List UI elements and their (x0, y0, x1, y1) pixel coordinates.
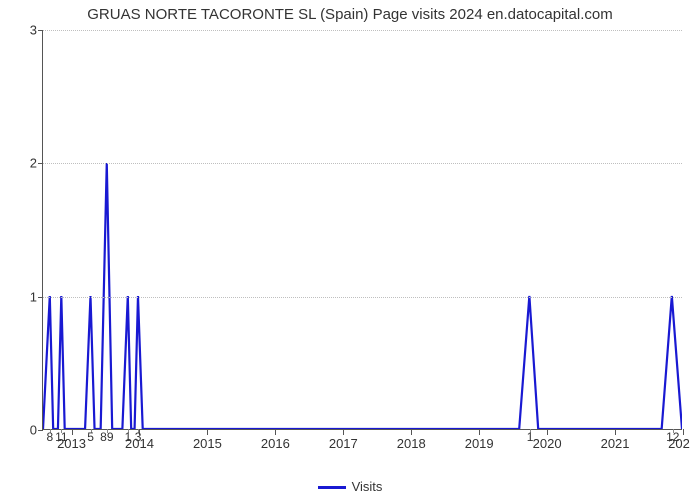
y-tick-mark (38, 163, 43, 164)
y-tick-label: 2 (17, 156, 37, 171)
x-tick-label: 2016 (261, 436, 290, 451)
x-tick-label: 2019 (465, 436, 494, 451)
x-tick-mark (411, 429, 412, 435)
x-tick-label: 2015 (193, 436, 222, 451)
chart-container: { "chart": { "type": "line", "title": "G… (0, 0, 700, 500)
x-tick-label: 2020 (533, 436, 562, 451)
x-minor-tick-label: 5 (87, 430, 94, 444)
x-minor-tick-label: 11 (55, 430, 67, 444)
x-tick-mark (343, 429, 344, 435)
y-tick-label: 1 (17, 289, 37, 304)
legend: Visits (0, 479, 700, 494)
x-tick-mark (615, 429, 616, 435)
y-tick-label: 0 (17, 423, 37, 438)
chart-title: GRUAS NORTE TACORONTE SL (Spain) Page vi… (0, 6, 700, 23)
gridline (43, 163, 682, 164)
x-tick-mark (275, 429, 276, 435)
visits-line-series (43, 30, 682, 429)
gridline (43, 297, 682, 298)
plot-area: 0123201320142015201620172018201920202021… (42, 30, 682, 430)
x-minor-tick-label: 1 (125, 430, 132, 444)
x-tick-label: 2021 (601, 436, 630, 451)
gridline (43, 30, 682, 31)
x-minor-tick-label: 8 (46, 430, 53, 444)
y-tick-mark (38, 430, 43, 431)
x-tick-mark (479, 429, 480, 435)
legend-swatch (318, 486, 346, 489)
y-tick-mark (38, 30, 43, 31)
x-tick-mark (683, 429, 684, 435)
x-minor-tick-label: 3 (135, 430, 142, 444)
x-tick-label: 2018 (397, 436, 426, 451)
legend-label: Visits (352, 479, 383, 494)
x-minor-tick-label: 12 (666, 430, 679, 444)
x-tick-mark (547, 429, 548, 435)
x-minor-tick-label: 89 (100, 430, 113, 444)
x-tick-label: 2017 (329, 436, 358, 451)
x-minor-tick-label: 1 (527, 430, 534, 444)
y-tick-label: 3 (17, 23, 37, 38)
x-tick-mark (72, 429, 73, 435)
x-tick-mark (207, 429, 208, 435)
y-tick-mark (38, 297, 43, 298)
